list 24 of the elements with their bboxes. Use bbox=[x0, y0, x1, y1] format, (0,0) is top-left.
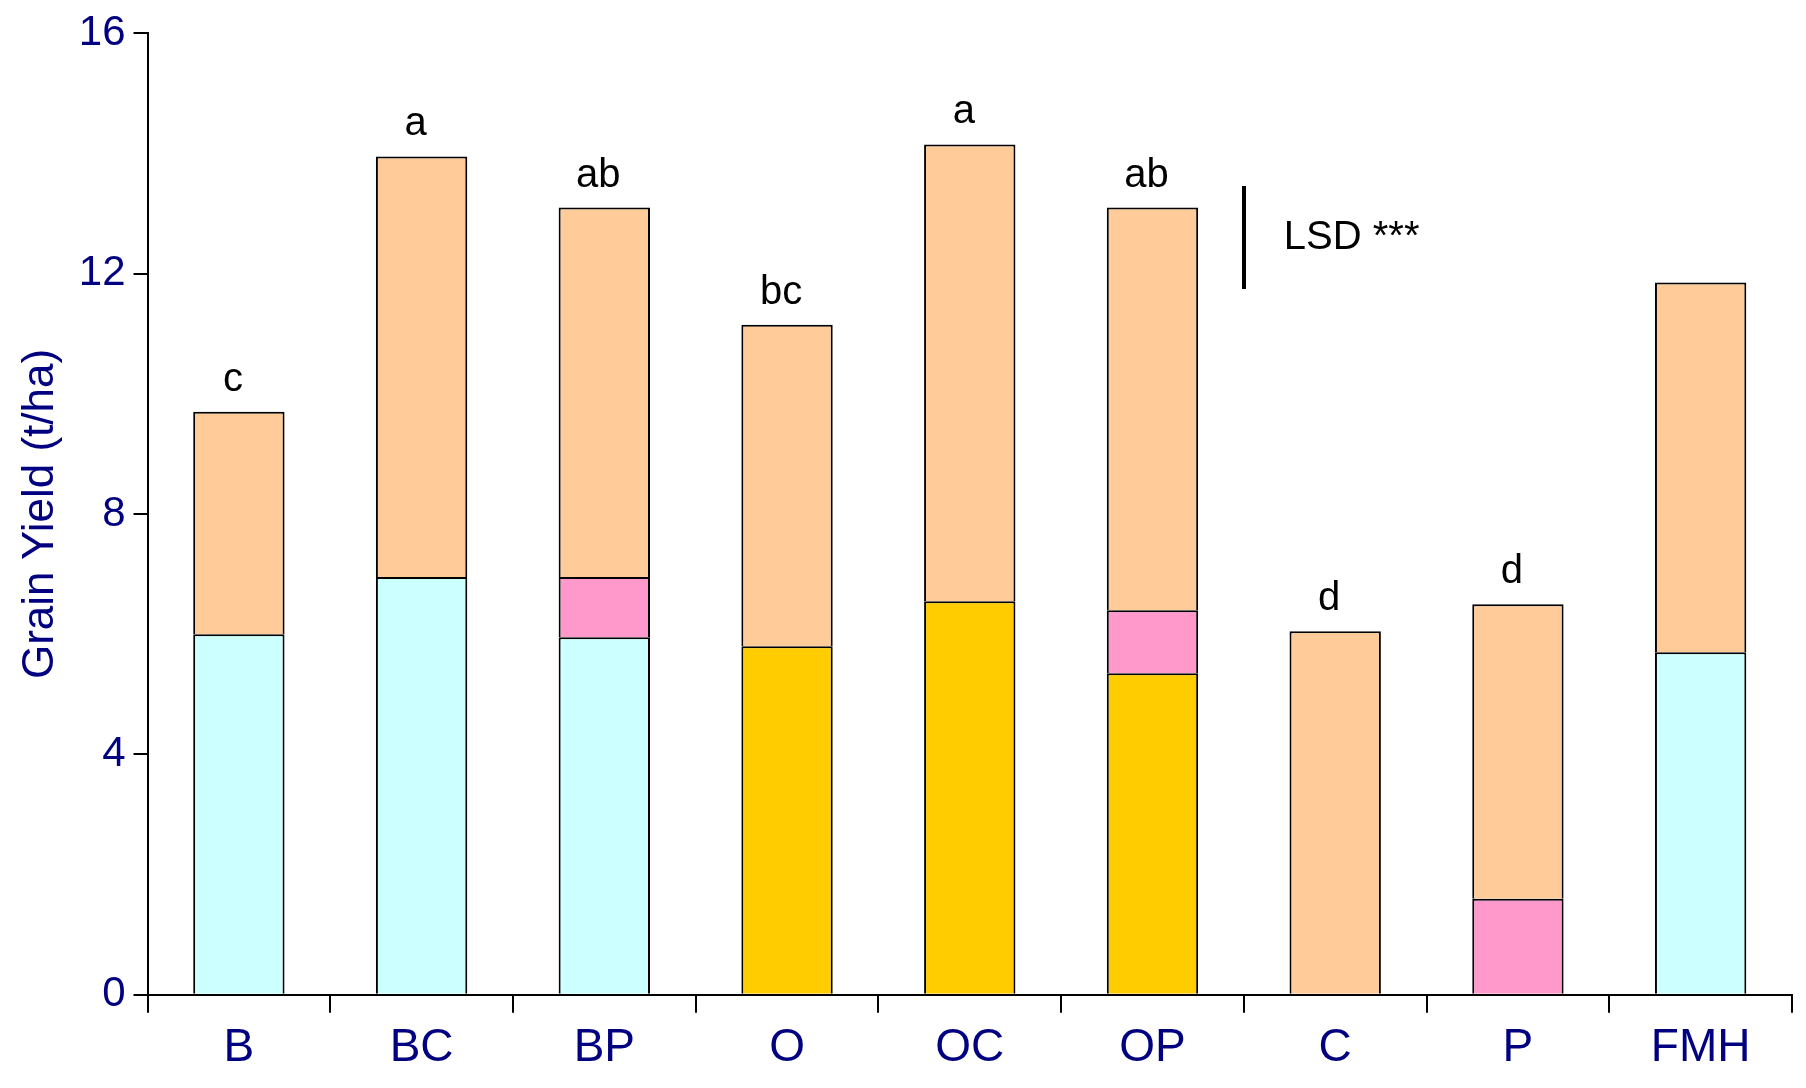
annotation: d bbox=[1318, 574, 1341, 619]
annotation: ab bbox=[576, 150, 621, 195]
annotation: a bbox=[404, 99, 428, 144]
annotation: ab bbox=[1124, 150, 1169, 195]
x-tick-label: FMH bbox=[1650, 1019, 1751, 1072]
x-tick-label: BC bbox=[389, 1019, 454, 1072]
x-tick-label: OP bbox=[1119, 1019, 1186, 1072]
x-tick-label: OC bbox=[935, 1019, 1005, 1072]
annotation: bc bbox=[759, 267, 803, 312]
x-tick-label: P bbox=[1502, 1019, 1534, 1072]
x-tick-label: O bbox=[769, 1019, 805, 1072]
x-tick-label: B bbox=[223, 1019, 255, 1072]
y-tick-label: 8 bbox=[102, 487, 126, 535]
y-tick-label: 12 bbox=[78, 247, 126, 295]
y-axis-title: Grain Yield (t/ha) bbox=[12, 348, 62, 680]
annotation: c bbox=[222, 354, 243, 399]
x-tick-label: C bbox=[1318, 1019, 1352, 1072]
y-tick-label: 0 bbox=[102, 968, 126, 1016]
annotation: LSD *** bbox=[1283, 212, 1420, 257]
annotation: d bbox=[1500, 547, 1524, 592]
x-tick-label: BP bbox=[573, 1019, 636, 1072]
y-tick-label: 4 bbox=[102, 727, 126, 775]
y-tick-label: 16 bbox=[78, 6, 126, 54]
annotation: a bbox=[952, 87, 976, 132]
